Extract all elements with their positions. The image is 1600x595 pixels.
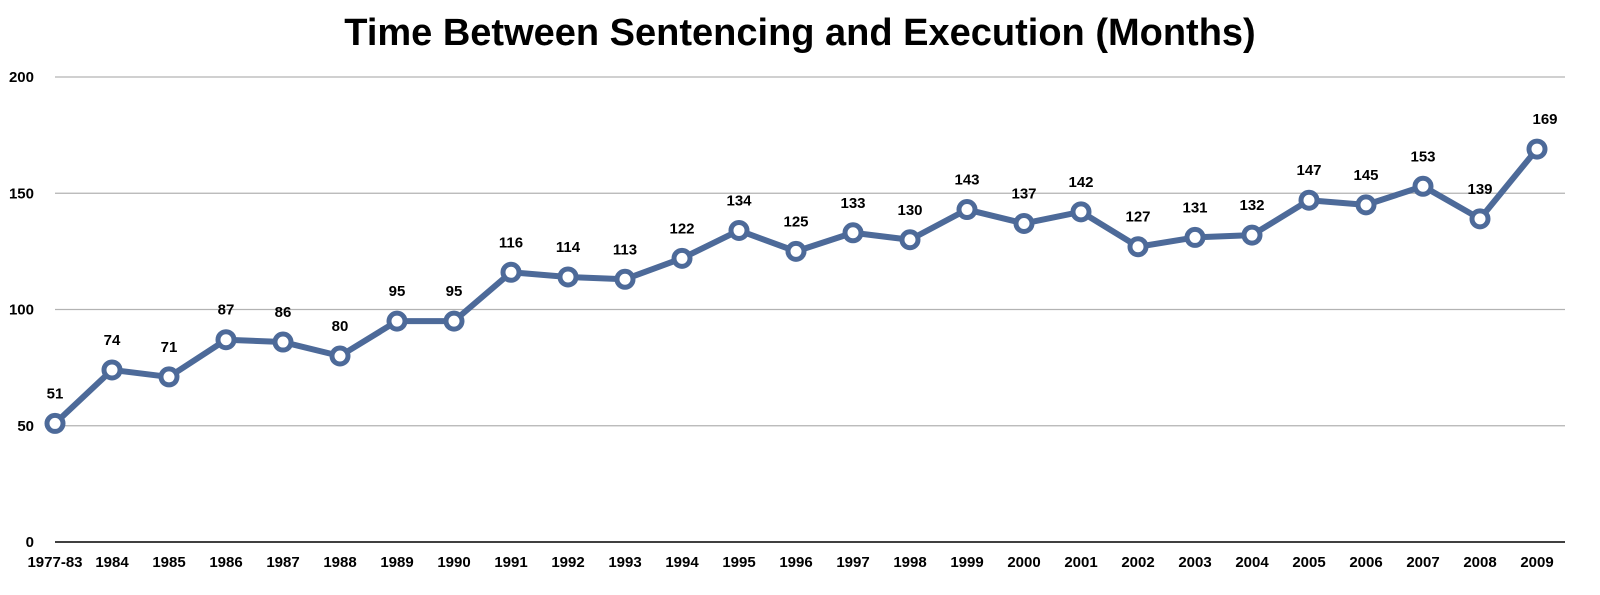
data-point bbox=[215, 329, 237, 351]
data-point bbox=[272, 331, 294, 353]
data-label: 153 bbox=[1410, 148, 1435, 165]
data-label: 87 bbox=[218, 302, 235, 319]
data-label: 132 bbox=[1239, 197, 1264, 214]
x-tick-label: 1994 bbox=[665, 554, 699, 571]
y-tick-label: 0 bbox=[26, 534, 34, 551]
data-label: 114 bbox=[556, 239, 581, 256]
data-label: 125 bbox=[783, 213, 808, 230]
data-point bbox=[1355, 194, 1377, 216]
data-label: 142 bbox=[1068, 174, 1093, 191]
x-tick-label: 2007 bbox=[1406, 554, 1439, 571]
data-point bbox=[557, 266, 579, 288]
data-label: 134 bbox=[726, 192, 752, 209]
x-tick-label: 1984 bbox=[95, 554, 129, 571]
x-tick-label: 1990 bbox=[437, 554, 470, 571]
data-label: 116 bbox=[499, 234, 523, 251]
series-line bbox=[52, 146, 1540, 427]
data-label: 143 bbox=[954, 172, 979, 189]
data-point bbox=[1127, 236, 1149, 258]
data-label: 74 bbox=[104, 332, 121, 349]
x-tick-label: 2005 bbox=[1292, 554, 1325, 571]
data-label: 133 bbox=[840, 195, 865, 212]
x-tick-label: 1993 bbox=[608, 554, 641, 571]
data-point bbox=[1184, 226, 1206, 248]
data-point bbox=[1241, 224, 1263, 246]
x-tick-label: 1986 bbox=[209, 554, 242, 571]
y-tick-label: 50 bbox=[17, 418, 34, 435]
x-tick-label: 2009 bbox=[1520, 554, 1553, 571]
x-tick-label: 1985 bbox=[152, 554, 185, 571]
data-point bbox=[1412, 175, 1434, 197]
data-point bbox=[785, 240, 807, 262]
x-tick-label: 1992 bbox=[551, 554, 584, 571]
data-label: 137 bbox=[1011, 185, 1036, 202]
data-point bbox=[728, 219, 750, 241]
x-tick-label: 1997 bbox=[836, 554, 869, 571]
data-label: 113 bbox=[613, 241, 637, 258]
x-tick-label: 1996 bbox=[779, 554, 812, 571]
data-label: 145 bbox=[1353, 167, 1378, 184]
x-tick-label: 1988 bbox=[323, 554, 356, 571]
data-point bbox=[671, 247, 693, 269]
x-tick-label: 1998 bbox=[893, 554, 926, 571]
data-label: 71 bbox=[161, 339, 178, 356]
data-label: 86 bbox=[275, 304, 292, 321]
x-tick-label: 1991 bbox=[494, 554, 527, 571]
x-tick-label: 2008 bbox=[1463, 554, 1496, 571]
data-point bbox=[1013, 212, 1035, 234]
data-point bbox=[842, 222, 864, 244]
data-label: 139 bbox=[1467, 181, 1492, 198]
x-tick-label: 1995 bbox=[722, 554, 755, 571]
y-tick-label: 200 bbox=[9, 69, 34, 86]
data-label: 95 bbox=[389, 283, 406, 300]
data-point bbox=[101, 359, 123, 381]
data-point bbox=[899, 229, 921, 251]
data-label: 95 bbox=[446, 283, 463, 300]
data-point bbox=[158, 366, 180, 388]
y-tick-label: 150 bbox=[9, 185, 34, 202]
data-label: 80 bbox=[332, 318, 349, 335]
x-tick-label: 2006 bbox=[1349, 554, 1382, 571]
data-point bbox=[44, 412, 66, 434]
x-tick-label: 2000 bbox=[1007, 554, 1040, 571]
data-point bbox=[614, 268, 636, 290]
data-point bbox=[443, 310, 465, 332]
data-point bbox=[1526, 138, 1548, 160]
data-label: 130 bbox=[897, 202, 922, 219]
x-tick-label: 1987 bbox=[266, 554, 299, 571]
x-tick-label: 1999 bbox=[950, 554, 983, 571]
data-label: 51 bbox=[47, 385, 64, 402]
data-label: 127 bbox=[1125, 209, 1150, 226]
data-point bbox=[500, 261, 522, 283]
x-tick-label: 2004 bbox=[1235, 554, 1269, 571]
x-tick-label: 2003 bbox=[1178, 554, 1211, 571]
x-tick-label: 2001 bbox=[1064, 554, 1097, 571]
data-label: 122 bbox=[669, 220, 694, 237]
data-point bbox=[386, 310, 408, 332]
data-point bbox=[1469, 208, 1491, 230]
data-point bbox=[1298, 189, 1320, 211]
x-tick-label: 1989 bbox=[380, 554, 413, 571]
data-point bbox=[1070, 201, 1092, 223]
data-label: 131 bbox=[1182, 199, 1207, 216]
data-point bbox=[329, 345, 351, 367]
data-point bbox=[956, 199, 978, 221]
data-label: 169 bbox=[1532, 111, 1557, 128]
data-label: 147 bbox=[1296, 162, 1321, 179]
x-tick-label: 2002 bbox=[1121, 554, 1154, 571]
chart-title: Time Between Sentencing and Execution (M… bbox=[344, 12, 1256, 54]
y-tick-label: 100 bbox=[9, 302, 34, 319]
x-tick-label: 1977-83 bbox=[27, 554, 82, 571]
